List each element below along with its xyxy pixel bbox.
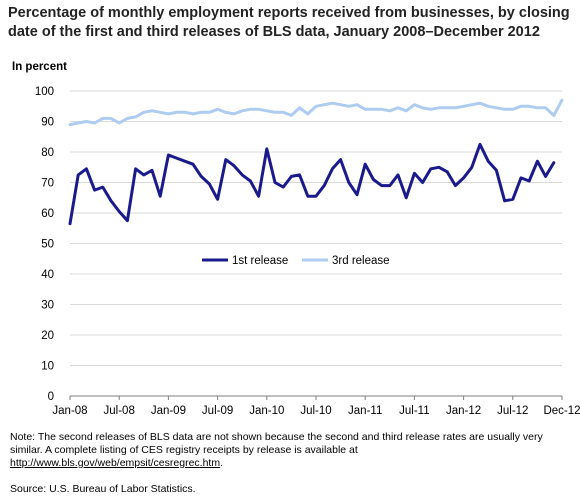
x-tick-label: Jul-08 [104,405,135,417]
chart-note: Note: The second releases of BLS data ar… [10,431,572,470]
x-tick-label: Jan-11 [348,405,382,417]
y-tick-label: 80 [41,147,54,159]
gridlines [70,90,562,397]
x-tick-label: Jul-09 [202,405,233,417]
legend-first-release-label: 1st release [232,255,288,267]
y-tick-label: 40 [41,269,54,281]
legend: 1st release 3rd release [202,255,390,267]
x-tick-label: Jan-08 [52,405,87,417]
y-tick-label: 20 [41,330,54,342]
x-tick-label: Jul-12 [497,405,528,417]
y-tick-label: 100 [35,86,54,98]
source-line: Source: U.S. Bureau of Labor Statistics. [10,483,196,495]
x-tick-label: Jul-10 [300,405,331,417]
chart-title: Percentage of monthly employment reports… [8,5,570,40]
series-line-first-release [68,142,556,226]
x-tick-label: Jan-10 [249,405,284,417]
x-tick-label: Jul-11 [399,405,429,417]
note-end: . [220,457,224,469]
y-tick-label: 90 [41,117,54,129]
x-tick-label: Dec-12 [543,405,580,417]
series-line-third-release [68,98,564,127]
x-tick-labels: Jan-08 Jul-08 Jan-09 Jul-09 Jan-10 Jul-10 Jan-… [52,396,580,417]
x-tick-label: Jan-09 [151,405,186,417]
legend-third-release-label: 3rd release [332,255,390,267]
series-lines [68,98,564,226]
y-tick-label: 10 [41,361,54,373]
y-tick-label: 50 [41,239,54,251]
y-tick-labels: 0 10 20 30 40 50 60 70 80 90 100 [35,86,54,403]
note-text: Note: The second releases of BLS data ar… [10,431,543,456]
y-tick-label: 60 [41,208,54,220]
y-tick-label: 70 [41,178,54,190]
registry-link[interactable]: http://www.bls.gov/web/empsit/cesregrec.… [10,457,221,469]
y-tick-label: 0 [48,391,54,403]
x-tick-label: Jan-12 [446,405,481,417]
y-axis-label: In percent [12,61,67,73]
y-tick-label: 30 [41,300,54,312]
